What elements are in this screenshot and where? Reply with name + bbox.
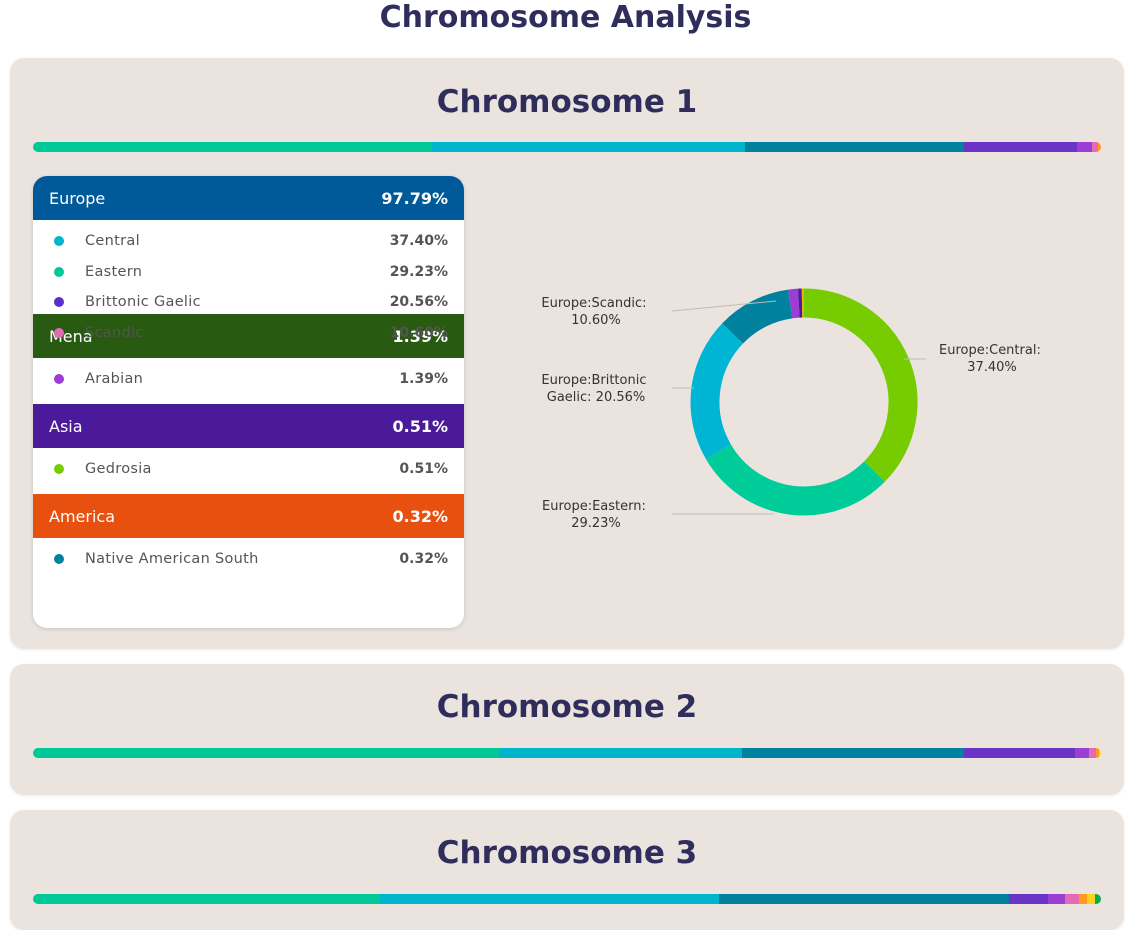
bar-segment: [1048, 894, 1065, 904]
bar-segment: [745, 142, 965, 152]
label-line: 37.40%: [967, 360, 1017, 375]
bar-segment: [964, 142, 1077, 152]
group-name: Asia: [49, 417, 83, 436]
region-percent: 29.23%: [390, 264, 448, 280]
region-percent: 1.39%: [399, 371, 448, 387]
slice-label-scandic: Europe:Scandic: 10.60%: [541, 296, 650, 328]
label-line: Gaelic: 20.56%: [547, 390, 646, 405]
region-name: Gedrosia: [85, 461, 399, 477]
label-line: Europe:Brittonic: [541, 373, 646, 388]
group-header-europe[interactable]: Europe 97.79%: [33, 176, 464, 220]
ancestry-bar: [33, 894, 1101, 904]
bar-segment: [33, 142, 432, 152]
dot-icon: [54, 267, 64, 277]
region-percent: 37.40%: [390, 233, 448, 249]
donut-chart: Europe:Central: 37.40% Europe:Eastern: 2…: [494, 176, 1114, 628]
bar-segment: [1099, 748, 1101, 758]
bar-segment: [1087, 894, 1094, 904]
region-percent: 20.56%: [390, 294, 448, 310]
chromosome-card-3: Chromosome 3: [10, 810, 1124, 930]
chromosome-title: Chromosome 1: [10, 82, 1124, 122]
slice-label-central: Europe:Central: 37.40%: [939, 343, 1045, 375]
bar-segment: [1079, 894, 1088, 904]
chromosome-title: Chromosome 2: [10, 687, 1124, 727]
slice-label-eastern: Europe:Eastern: 29.23%: [542, 499, 650, 531]
region-percent: 0.32%: [399, 551, 448, 567]
bar-segment: [1065, 894, 1079, 904]
bar-segment: [1075, 748, 1089, 758]
bar-segment: [33, 748, 499, 758]
group-percent: 0.51%: [392, 417, 448, 436]
donut-svg: Europe:Central: 37.40% Europe:Eastern: 2…: [494, 176, 1114, 628]
bar-segment: [380, 894, 719, 904]
region-percent: 0.51%: [399, 461, 448, 477]
group-percent: 0.32%: [392, 507, 448, 526]
chromosome-card-1: Chromosome 1 Europe 97.79% Central 37.40…: [10, 58, 1124, 649]
list-item: Native American South 0.32%: [33, 544, 464, 575]
chromosome-title: Chromosome 3: [10, 833, 1124, 873]
donut-slice[interactable]: [804, 303, 903, 472]
region-name: Central: [85, 233, 390, 249]
region-percent: 10.60%: [390, 325, 448, 341]
ancestry-bar: [33, 142, 1101, 152]
dot-icon: [54, 554, 64, 564]
donut-slice[interactable]: [733, 304, 791, 333]
region-name: Arabian: [85, 371, 399, 387]
bar-segment: [1095, 894, 1101, 904]
list-item: Gedrosia 0.51%: [33, 454, 464, 485]
page-title: Chromosome Analysis: [0, 0, 1131, 36]
ancestry-table: Europe 97.79% Central 37.40% Eastern 29.…: [33, 176, 464, 628]
region-name: Brittonic Gaelic: [85, 294, 390, 310]
bar-segment: [719, 894, 1009, 904]
bar-segment: [1077, 142, 1092, 152]
group-header-asia[interactable]: Asia 0.51%: [33, 404, 464, 448]
donut-slice[interactable]: [718, 452, 874, 501]
list-item: Arabian 1.39%: [33, 364, 464, 395]
list-item: Scandic 10.60%: [33, 318, 464, 349]
bar-segment: [742, 748, 964, 758]
list-item: Central 37.40%: [33, 226, 464, 257]
label-line: Europe:Central:: [939, 343, 1041, 358]
label-line: Europe:Eastern:: [542, 499, 646, 514]
bar-segment: [33, 894, 380, 904]
dot-icon: [54, 374, 64, 384]
donut-slice[interactable]: [790, 303, 799, 304]
list-item: Brittonic Gaelic 20.56%: [33, 287, 464, 318]
dot-icon: [54, 236, 64, 246]
bar-segment: [1009, 894, 1047, 904]
bar-segment: [964, 748, 1075, 758]
chromosome-card-2: Chromosome 2: [10, 664, 1124, 795]
region-name: Eastern: [85, 264, 390, 280]
dot-icon: [54, 464, 64, 474]
ancestry-bar: [33, 748, 1101, 758]
group-name: Europe: [49, 189, 105, 208]
region-name: Native American South: [85, 551, 399, 567]
group-percent: 97.79%: [381, 189, 448, 208]
list-item: Eastern 29.23%: [33, 257, 464, 288]
label-line: Europe:Scandic:: [541, 296, 646, 311]
label-line: 29.23%: [571, 516, 621, 531]
group-name: America: [49, 507, 115, 526]
bar-segment: [499, 748, 743, 758]
slice-label-brittonic: Europe:Brittonic Gaelic: 20.56%: [541, 373, 650, 405]
group-header-america[interactable]: America 0.32%: [33, 494, 464, 538]
donut-slice[interactable]: [705, 333, 733, 451]
label-line: 10.60%: [571, 313, 621, 328]
bar-segment: [432, 142, 744, 152]
bar-segment: [1098, 142, 1101, 152]
region-name: Scandic: [85, 325, 390, 341]
dot-icon: [54, 297, 64, 307]
dot-icon: [54, 328, 64, 338]
